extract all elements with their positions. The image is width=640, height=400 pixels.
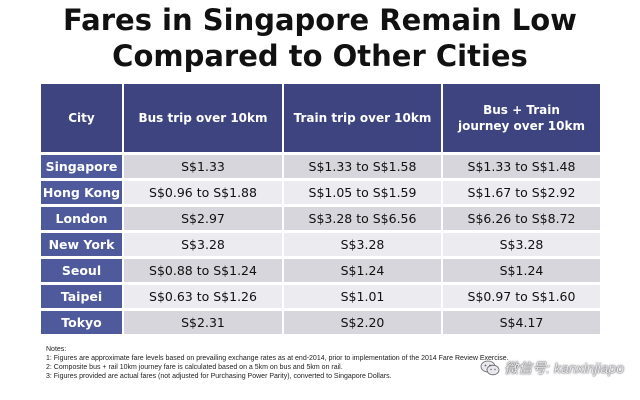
watermark-text: 微信号: kanxinjiapo — [504, 360, 624, 376]
header-train: Train trip over 10km — [283, 84, 443, 155]
wechat-icon — [480, 360, 500, 376]
bus-fare-cell: S$3.28 — [123, 231, 284, 259]
watermark: 微信号: kanxinjiapo — [480, 358, 624, 378]
table-row: Seoul S$0.88 to S$1.24 S$1.24 S$1.24 — [41, 257, 600, 285]
bus-train-fare-cell: S$3.28 — [442, 231, 600, 259]
bus-fare-cell: S$0.88 to S$1.24 — [123, 257, 284, 285]
note-item: 1: Figures are approximate fare levels b… — [46, 355, 509, 362]
city-cell: Hong Kong — [41, 179, 124, 207]
note-item: 2: Composite bus + rail 10km journey far… — [46, 364, 343, 371]
bus-fare-cell: S$0.96 to S$1.88 — [123, 179, 284, 207]
bus-train-fare-cell: S$4.17 — [442, 309, 600, 337]
table-row: Taipei S$0.63 to S$1.26 S$1.01 S$0.97 to… — [41, 283, 600, 311]
fares-table: City Bus trip over 10km Train trip over … — [41, 84, 600, 337]
title-line-1: Fares in Singapore Remain Low — [63, 3, 577, 37]
city-cell: London — [41, 205, 124, 233]
train-fare-cell: S$1.05 to S$1.59 — [283, 179, 443, 207]
bus-fare-cell: S$1.33 — [123, 153, 284, 181]
header-city: City — [41, 84, 124, 155]
page-title: Fares in Singapore Remain Low Compared t… — [0, 2, 640, 74]
header-bus-train-line1: Bus + Train — [483, 103, 560, 117]
city-cell: Singapore — [41, 153, 124, 181]
city-cell: Taipei — [41, 283, 124, 311]
bus-train-fare-cell: S$6.26 to S$8.72 — [442, 205, 600, 233]
bus-train-fare-cell: S$1.67 to S$2.92 — [442, 179, 600, 207]
notes: Notes: 1: Figures are approximate fare l… — [46, 345, 626, 381]
table-header-row: City Bus trip over 10km Train trip over … — [41, 84, 600, 155]
train-fare-cell: S$1.24 — [283, 257, 443, 285]
bus-train-fare-cell: S$1.33 to S$1.48 — [442, 153, 600, 181]
table-row: Singapore S$1.33 S$1.33 to S$1.58 S$1.33… — [41, 153, 600, 181]
city-cell: Seoul — [41, 257, 124, 285]
bus-fare-cell: S$2.31 — [123, 309, 284, 337]
notes-heading: Notes: — [46, 346, 67, 353]
bus-train-fare-cell: S$0.97 to S$1.60 — [442, 283, 600, 311]
train-fare-cell: S$3.28 — [283, 231, 443, 259]
note-item: 3: Figures provided are actual fares (no… — [46, 373, 392, 380]
title-line-2: Compared to Other Cities — [112, 39, 528, 73]
bus-train-fare-cell: S$1.24 — [442, 257, 600, 285]
header-bus-train: Bus + Train journey over 10km — [442, 84, 600, 155]
train-fare-cell: S$1.01 — [283, 283, 443, 311]
table-row: London S$2.97 S$3.28 to S$6.56 S$6.26 to… — [41, 205, 600, 233]
city-cell: New York — [41, 231, 124, 259]
train-fare-cell: S$1.33 to S$1.58 — [283, 153, 443, 181]
table-row: Tokyo S$2.31 S$2.20 S$4.17 — [41, 309, 600, 337]
table-row: New York S$3.28 S$3.28 S$3.28 — [41, 231, 600, 259]
header-bus-train-line2: journey over 10km — [458, 119, 585, 133]
train-fare-cell: S$2.20 — [283, 309, 443, 337]
bus-fare-cell: S$0.63 to S$1.26 — [123, 283, 284, 311]
train-fare-cell: S$3.28 to S$6.56 — [283, 205, 443, 233]
bus-fare-cell: S$2.97 — [123, 205, 284, 233]
table-row: Hong Kong S$0.96 to S$1.88 S$1.05 to S$1… — [41, 179, 600, 207]
city-cell: Tokyo — [41, 309, 124, 337]
header-bus: Bus trip over 10km — [123, 84, 284, 155]
